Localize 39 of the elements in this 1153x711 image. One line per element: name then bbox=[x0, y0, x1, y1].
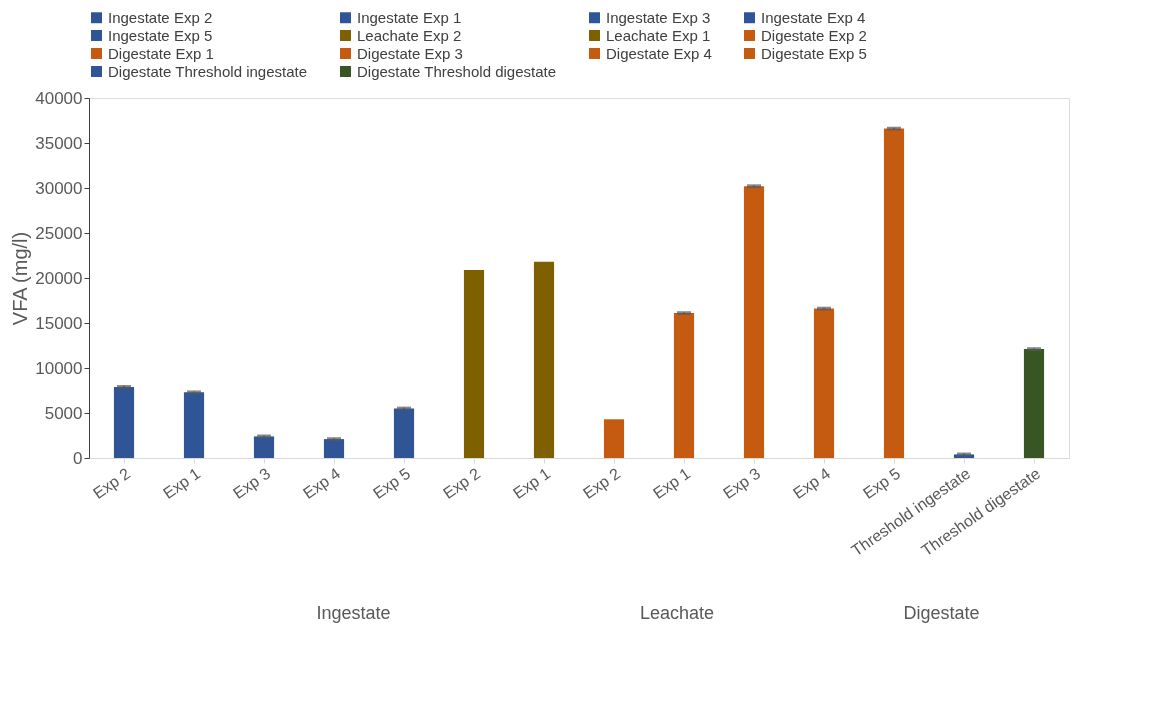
legend-label: Leachate Exp 1 bbox=[606, 26, 711, 44]
y-axis-title: VFA (mg/l) bbox=[9, 231, 32, 326]
legend-label: Digestate Exp 1 bbox=[108, 44, 214, 62]
legend-label: Ingestate Exp 3 bbox=[606, 8, 711, 26]
x-tick-label: Exp 4 bbox=[299, 464, 344, 503]
legend-label: Ingestate Exp 5 bbox=[108, 26, 213, 44]
y-tick-label: 20000 bbox=[35, 268, 83, 288]
legend-label: Ingestate Exp 2 bbox=[108, 8, 213, 26]
text: Digestate bbox=[903, 603, 980, 623]
y-tick-label: 35000 bbox=[35, 133, 83, 153]
x-tick-label: Exp 1 bbox=[649, 464, 694, 503]
x-tick-label: Exp 2 bbox=[89, 464, 134, 503]
x-tick-label: Exp 3 bbox=[719, 464, 764, 503]
x-tick-label: Exp 4 bbox=[789, 464, 834, 503]
x-tick-label: Exp 5 bbox=[369, 464, 414, 503]
legend-label: Digestate Exp 5 bbox=[761, 44, 867, 62]
text: Ingestate bbox=[316, 603, 391, 623]
legend-label: Digestate Exp 4 bbox=[606, 44, 712, 62]
y-tick-label: 30000 bbox=[35, 178, 83, 198]
y-tick-label: 0 bbox=[73, 448, 83, 468]
legend-label: Ingestate Exp 1 bbox=[357, 8, 462, 26]
x-tick-label: Exp 2 bbox=[579, 464, 624, 503]
x-tick-label: Exp 1 bbox=[159, 464, 204, 503]
x-tick-label: Exp 1 bbox=[509, 464, 554, 503]
text: Leachate bbox=[639, 603, 715, 623]
y-tick-label: 25000 bbox=[35, 223, 83, 243]
x-tick-label: Exp 2 bbox=[439, 464, 484, 503]
y-tick-label: 5000 bbox=[44, 403, 83, 423]
legend-label: Digestate Exp 3 bbox=[357, 44, 463, 62]
y-tick-label: 15000 bbox=[35, 313, 83, 333]
y-tick-label: 10000 bbox=[35, 358, 83, 378]
legend-label: Digestate Threshold digestate bbox=[357, 62, 557, 80]
legend-label: Digestate Exp 2 bbox=[761, 26, 867, 44]
x-tick-label: Exp 3 bbox=[229, 464, 274, 503]
legend-label: Leachate Exp 2 bbox=[357, 26, 462, 44]
legend-label: Digestate Threshold ingestate bbox=[108, 62, 308, 80]
x-tick-label: Exp 5 bbox=[859, 464, 904, 503]
legend-label: Ingestate Exp 4 bbox=[761, 8, 866, 26]
y-tick-label: 40000 bbox=[35, 88, 83, 108]
